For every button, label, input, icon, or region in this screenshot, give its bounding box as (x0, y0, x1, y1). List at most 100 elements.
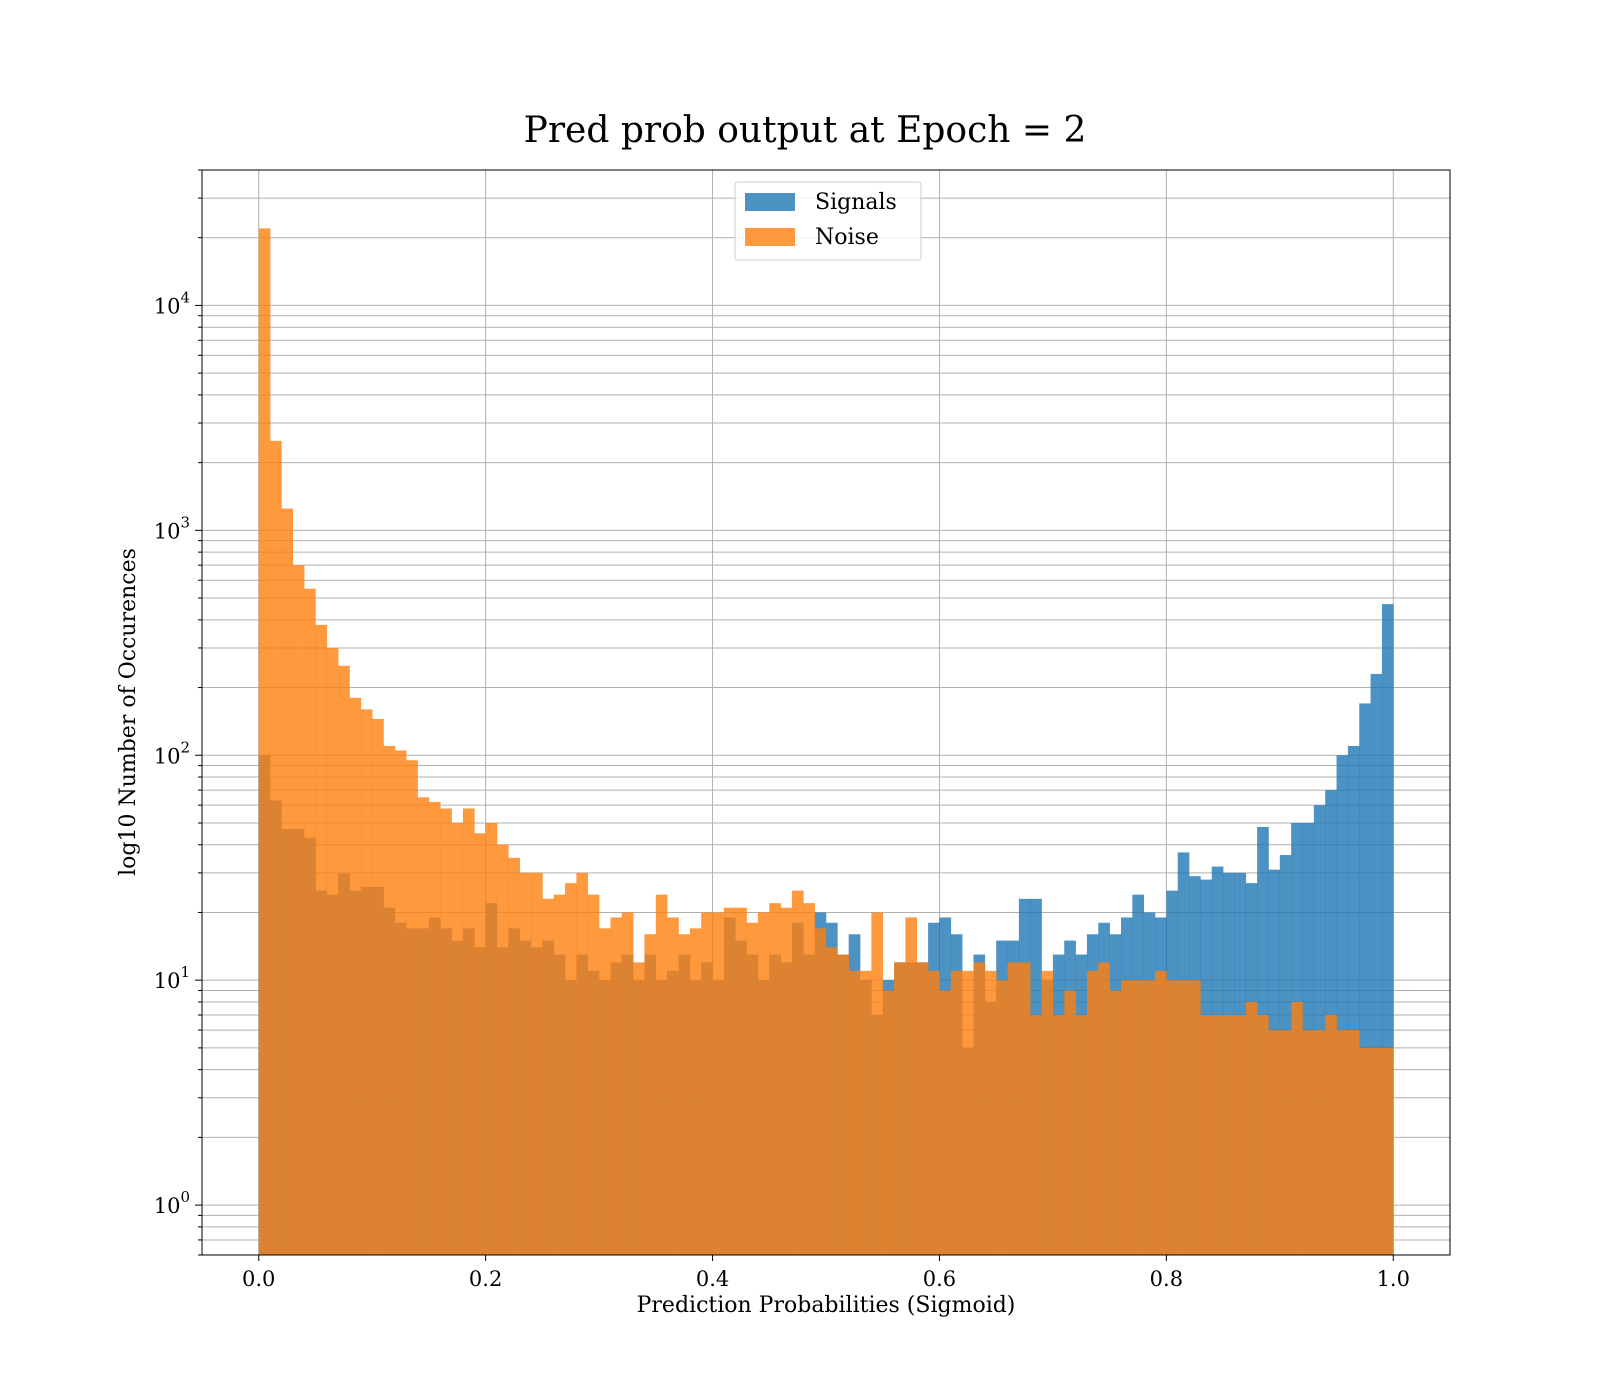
y-tick-label: 100 (154, 1188, 190, 1218)
bar (304, 588, 316, 1255)
bar (1120, 980, 1133, 1255)
bar (315, 624, 328, 1255)
bar (1325, 1015, 1337, 1255)
bar (462, 808, 475, 1255)
y-tick-label: 104 (154, 288, 190, 318)
bar (1336, 1030, 1349, 1255)
x-tick-label: 0.6 (923, 1267, 956, 1291)
bar (440, 808, 452, 1255)
bar (848, 970, 861, 1255)
bar (1370, 673, 1383, 1255)
bar (1336, 755, 1349, 1255)
bar (1189, 980, 1201, 1255)
bar (837, 954, 849, 1255)
bar (1041, 970, 1054, 1255)
bar (1086, 970, 1099, 1255)
y-tick-label: 103 (154, 513, 190, 543)
bar (1381, 604, 1394, 1255)
bar (326, 647, 339, 1255)
x-tick-label: 0.0 (242, 1267, 275, 1291)
y-axis-ticks: 100 101 102 103 104 (154, 169, 202, 1256)
bar (633, 962, 645, 1255)
bar (701, 912, 713, 1255)
x-axis-ticks: 0.0 0.2 0.4 0.6 0.8 1.0 (242, 1255, 1410, 1291)
bar (1177, 980, 1190, 1255)
bar (496, 844, 509, 1255)
bar (723, 907, 736, 1255)
bar (1200, 1015, 1213, 1255)
bar (565, 883, 577, 1255)
bar (417, 797, 430, 1255)
bar (451, 822, 464, 1255)
bar (508, 857, 520, 1255)
bar (519, 872, 532, 1255)
bar (372, 718, 384, 1255)
bar (1007, 962, 1020, 1255)
bar (1359, 703, 1371, 1255)
bar (1302, 1030, 1315, 1255)
chart-title: Pred prob output at Epoch = 2 (524, 110, 1087, 151)
bar (916, 962, 929, 1255)
bar (1257, 1015, 1269, 1255)
bar (791, 890, 804, 1255)
y-tick-label: 101 (154, 963, 190, 993)
x-axis-label: Prediction Probabilities (Sigmoid) (637, 1293, 1016, 1318)
bar (1268, 1030, 1281, 1255)
bar (1313, 1030, 1326, 1255)
bar (996, 980, 1008, 1255)
x-tick-label: 0.8 (1150, 1267, 1183, 1291)
bar (270, 440, 282, 1255)
bar (757, 912, 770, 1255)
bar (667, 917, 679, 1255)
bar (428, 801, 441, 1255)
legend-label: Noise (815, 225, 879, 250)
bar (394, 750, 407, 1255)
legend-swatch (745, 193, 795, 211)
bar (678, 934, 691, 1255)
series-noise (258, 228, 1394, 1256)
bar (349, 697, 362, 1255)
bar (360, 709, 373, 1255)
bar (1359, 1047, 1371, 1255)
bar (1211, 1015, 1224, 1255)
x-tick-label: 0.4 (696, 1267, 729, 1291)
bar (1132, 980, 1144, 1255)
bar (1075, 1015, 1088, 1255)
bar (1291, 1001, 1303, 1255)
bar (1143, 980, 1156, 1255)
bar (1018, 962, 1031, 1255)
bar (292, 565, 305, 1255)
bar (984, 970, 997, 1255)
bar (1234, 1015, 1247, 1255)
histogram-bars (258, 228, 1394, 1256)
plot-frame (201, 169, 1451, 1256)
bar (735, 907, 747, 1255)
bar (882, 990, 895, 1255)
bar (746, 922, 759, 1255)
bar (621, 912, 634, 1255)
bar (553, 894, 566, 1255)
plot-area (201, 169, 1451, 1256)
bar (542, 898, 555, 1255)
bar (258, 228, 271, 1256)
bar (485, 822, 498, 1255)
bar (655, 894, 668, 1255)
bar (950, 970, 963, 1255)
bar (1052, 1015, 1065, 1255)
bar (474, 833, 486, 1255)
bar (871, 912, 884, 1255)
bar (894, 962, 906, 1255)
x-tick-label: 1.0 (1377, 1267, 1410, 1291)
bar (780, 907, 793, 1255)
x-tick-label: 0.2 (469, 1267, 502, 1291)
legend: Signals Noise (734, 181, 922, 261)
bar (1109, 990, 1122, 1255)
bar (1381, 1047, 1394, 1255)
bar (1245, 1001, 1258, 1255)
bar (1347, 1030, 1360, 1255)
legend-swatch (745, 228, 795, 246)
bar (803, 903, 815, 1255)
bar (383, 745, 396, 1255)
bar (962, 970, 974, 1255)
bar (610, 917, 623, 1255)
